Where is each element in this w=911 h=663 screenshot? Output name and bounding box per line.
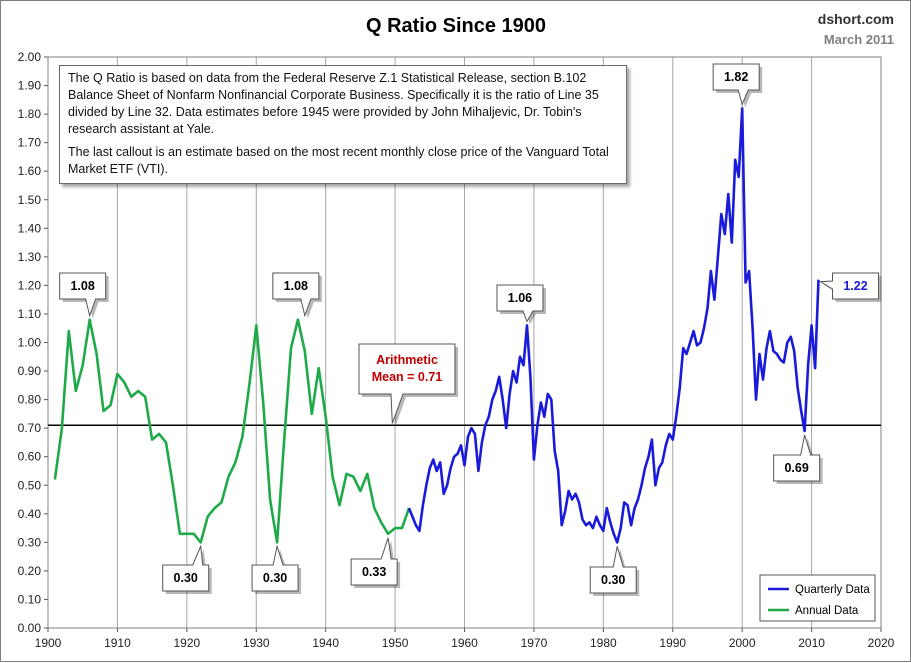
callout-2000 xyxy=(712,63,763,108)
callout-label: 1.08 xyxy=(284,279,308,293)
callout-2009 xyxy=(773,434,823,484)
callout-box xyxy=(773,434,821,482)
callout-label: 0.30 xyxy=(174,571,198,585)
callout-1906 xyxy=(59,272,109,319)
x-tick-label: 1970 xyxy=(521,636,548,650)
x-tick-label: 1960 xyxy=(451,636,478,650)
callout-box xyxy=(712,63,760,106)
x-tick-label: 1930 xyxy=(243,636,270,650)
legend-box xyxy=(759,574,876,622)
x-tick-label: 1910 xyxy=(104,636,131,650)
callout-1949 xyxy=(350,537,401,588)
y-tick-label: 2.00 xyxy=(18,50,42,64)
y-tick-label: 1.70 xyxy=(18,136,42,150)
callout-1982 xyxy=(589,546,640,596)
callout-box xyxy=(350,537,398,586)
callout-box xyxy=(496,284,544,323)
callout-label: 1.08 xyxy=(70,279,94,293)
y-tick-label: 1.90 xyxy=(18,79,42,93)
series-line-quarterly-data xyxy=(407,107,820,544)
y-tick-label: 0.70 xyxy=(18,421,42,435)
callout-box xyxy=(59,272,107,318)
callout-box xyxy=(162,544,210,592)
callout-label: 0.33 xyxy=(362,565,386,579)
callout-label: 1.82 xyxy=(724,70,748,84)
note-paragraph-2: The last callout is an estimate based on… xyxy=(68,145,609,176)
callout-box xyxy=(589,546,637,594)
y-tick-label: 1.60 xyxy=(18,164,42,178)
callout-label: 1.06 xyxy=(508,291,532,305)
note-paragraph-1: The Q Ratio is based on data from the Fe… xyxy=(68,71,599,136)
callout-1969 xyxy=(496,284,546,325)
x-tick-label: 2000 xyxy=(729,636,756,650)
callout-mean xyxy=(358,343,458,427)
callout-1933 xyxy=(251,544,302,594)
y-tick-label: 1.30 xyxy=(18,250,42,264)
x-tick-label: 1940 xyxy=(312,636,339,650)
mean-label-line1: Arithmetic xyxy=(376,353,438,367)
x-tick-label: 2020 xyxy=(868,636,895,650)
callout-box xyxy=(358,343,456,424)
plot-frame xyxy=(47,56,882,629)
callout-1937 xyxy=(272,272,322,319)
x-tick-label: 1990 xyxy=(659,636,686,650)
legend-label: Annual Data xyxy=(795,605,859,617)
y-tick-label: 0.50 xyxy=(18,478,42,492)
y-tick-label: 0.00 xyxy=(18,621,42,635)
y-tick-label: 0.40 xyxy=(18,507,42,521)
y-tick-label: 1.40 xyxy=(18,221,42,235)
y-tick-label: 1.00 xyxy=(18,336,42,350)
y-tick-label: 1.80 xyxy=(18,107,42,121)
date-label: March 2011 xyxy=(823,32,894,47)
y-tick-label: 0.30 xyxy=(18,535,42,549)
callout-label: 0.30 xyxy=(601,573,625,587)
y-tick-label: 0.80 xyxy=(18,393,42,407)
chart-title: Q Ratio Since 1900 xyxy=(366,15,546,37)
callout-1922 xyxy=(162,544,212,594)
site-label: dshort.com xyxy=(817,11,894,27)
x-tick-label: 1950 xyxy=(382,636,409,650)
x-tick-label: 1980 xyxy=(590,636,617,650)
mean-label-line2: Mean = 0.71 xyxy=(372,370,443,384)
callout-box xyxy=(251,544,299,592)
callout-box xyxy=(272,272,320,318)
callout-label: 0.30 xyxy=(263,571,287,585)
callout-box xyxy=(818,272,880,300)
x-tick-label: 1900 xyxy=(35,636,62,650)
y-tick-label: 1.50 xyxy=(18,193,42,207)
legend-label: Quarterly Data xyxy=(795,584,870,596)
methodology-note: The Q Ratio is based on data from the Fe… xyxy=(59,65,627,184)
callout-label: 1.22 xyxy=(843,279,867,293)
y-tick-label: 0.20 xyxy=(18,564,42,578)
x-tick-label: 2010 xyxy=(798,636,825,650)
callout-label: 0.69 xyxy=(784,461,808,475)
y-tick-label: 0.60 xyxy=(18,450,42,464)
series-line-annual-data xyxy=(53,318,411,544)
y-tick-label: 0.10 xyxy=(18,592,42,606)
y-tick-label: 0.90 xyxy=(18,364,42,378)
y-tick-label: 1.10 xyxy=(18,307,42,321)
y-tick-label: 1.20 xyxy=(18,278,42,292)
x-tick-label: 1920 xyxy=(173,636,200,650)
callout-2011 xyxy=(818,272,882,302)
